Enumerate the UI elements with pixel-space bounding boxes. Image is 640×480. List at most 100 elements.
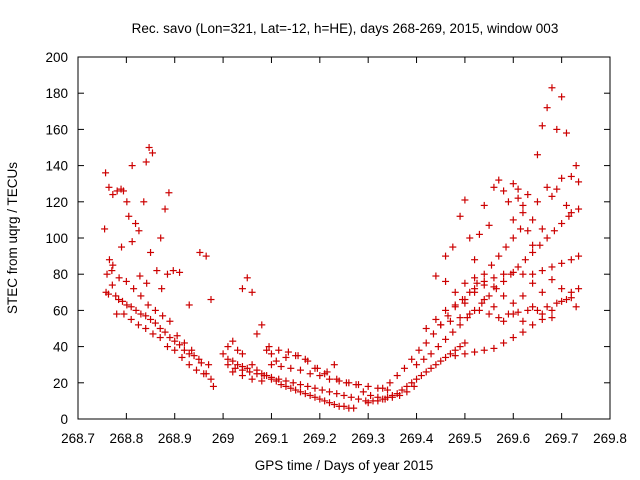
- data-point: [478, 299, 486, 307]
- x-tick-label: 268.9: [158, 431, 192, 446]
- data-point: [567, 209, 575, 217]
- data-point: [415, 346, 423, 354]
- data-point: [364, 399, 372, 407]
- x-tick-label: 268.8: [109, 431, 143, 446]
- data-point: [384, 386, 392, 394]
- data-point: [538, 267, 546, 275]
- data-point: [519, 209, 527, 217]
- data-point: [524, 227, 532, 235]
- data-point: [306, 391, 314, 399]
- data-point: [163, 343, 171, 351]
- data-point: [296, 388, 304, 396]
- data-point: [287, 364, 295, 372]
- data-point: [558, 93, 566, 101]
- data-point: [136, 272, 144, 280]
- data-point: [190, 352, 198, 360]
- data-point: [403, 382, 411, 390]
- data-point: [311, 384, 319, 392]
- data-point: [575, 252, 583, 260]
- data-point: [185, 350, 193, 358]
- data-point: [163, 270, 171, 278]
- data-point: [316, 395, 324, 403]
- data-point: [509, 234, 517, 242]
- data-point: [104, 290, 112, 298]
- data-point: [234, 361, 242, 369]
- data-point: [408, 355, 416, 363]
- data-point: [137, 292, 145, 300]
- data-point: [277, 363, 285, 371]
- data-point: [115, 274, 123, 282]
- data-point: [558, 297, 566, 305]
- data-point: [330, 361, 338, 369]
- data-point: [562, 296, 570, 304]
- data-point: [176, 341, 184, 349]
- data-point: [529, 248, 537, 256]
- data-point: [410, 382, 418, 390]
- data-point: [432, 272, 440, 280]
- data-point: [529, 279, 537, 287]
- data-point: [524, 191, 532, 199]
- data-point: [292, 386, 300, 394]
- data-point: [301, 390, 309, 398]
- data-point: [105, 183, 113, 191]
- data-point: [325, 399, 333, 407]
- data-point: [485, 221, 493, 229]
- data-point: [509, 310, 517, 318]
- data-point: [231, 364, 239, 372]
- data-point: [143, 279, 151, 287]
- data-point: [565, 212, 573, 220]
- data-point: [304, 357, 312, 365]
- x-axis-label: GPS time / Days of year 2015: [255, 458, 434, 473]
- data-point: [463, 314, 471, 322]
- x-tick-label: 269.6: [496, 431, 530, 446]
- data-point: [123, 198, 131, 206]
- data-point: [500, 292, 508, 300]
- data-point: [471, 256, 479, 264]
- data-point: [119, 187, 127, 195]
- data-point: [429, 330, 437, 338]
- y-tick-label: 60: [53, 303, 68, 318]
- data-point: [480, 201, 488, 209]
- data-point: [543, 234, 551, 242]
- data-point: [340, 402, 348, 410]
- data-point: [529, 241, 537, 249]
- data-point: [306, 370, 314, 378]
- data-point: [529, 216, 537, 224]
- data-point: [538, 288, 546, 296]
- data-point: [108, 267, 116, 275]
- data-point: [471, 274, 479, 282]
- data-point: [287, 384, 295, 392]
- data-point: [417, 372, 425, 380]
- data-point: [267, 350, 275, 358]
- data-point: [296, 381, 304, 389]
- data-point: [473, 279, 481, 287]
- data-point: [109, 261, 117, 269]
- data-point: [466, 234, 474, 242]
- data-point: [234, 346, 242, 354]
- data-point: [461, 196, 469, 204]
- data-point: [548, 276, 556, 284]
- data-point: [113, 187, 121, 195]
- data-point: [325, 388, 333, 396]
- data-point: [442, 277, 450, 285]
- data-point: [509, 216, 517, 224]
- data-point: [165, 189, 173, 197]
- data-point: [422, 339, 430, 347]
- data-point: [475, 306, 483, 314]
- data-point: [461, 339, 469, 347]
- data-point: [490, 283, 498, 291]
- data-point: [480, 277, 488, 285]
- data-point: [347, 393, 355, 401]
- x-tick-label: 269.3: [351, 431, 385, 446]
- data-point: [519, 317, 527, 325]
- data-point: [471, 348, 479, 356]
- data-point: [432, 315, 440, 323]
- data-point: [130, 285, 138, 293]
- data-point: [543, 183, 551, 191]
- data-point: [553, 185, 561, 193]
- data-point: [509, 180, 517, 188]
- data-point: [379, 384, 387, 392]
- data-point: [514, 308, 522, 316]
- data-point: [446, 317, 454, 325]
- data-point: [109, 191, 117, 199]
